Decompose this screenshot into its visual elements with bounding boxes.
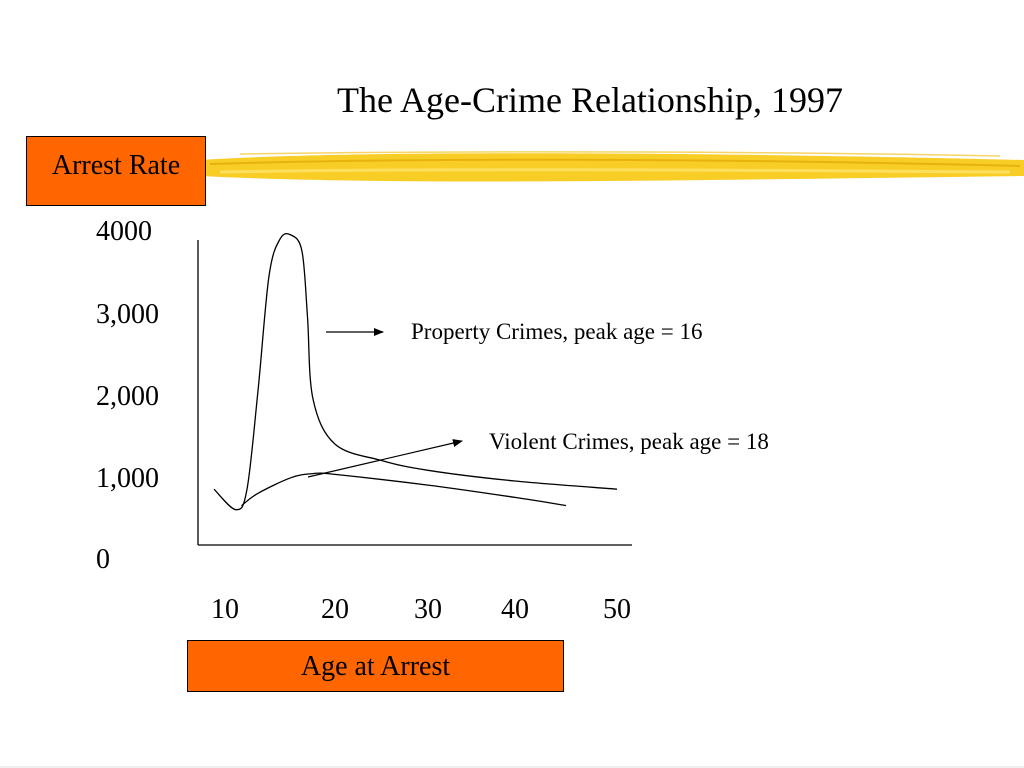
x-tick-label: 50 [603,594,631,625]
y-tick-labels: 0 1,000 2,000 3,000 4000 [96,216,159,575]
x-tick-label: 20 [321,594,349,625]
y-tick-label: 3,000 [96,299,159,330]
violent-crimes-line [241,472,567,507]
x-tick-labels: 10 20 30 40 50 [211,594,631,625]
y-tick-label: 1,000 [96,463,159,494]
annotation-label: Property Crimes, peak age = 16 [411,319,702,344]
annotation-arrow [307,439,463,478]
y-tick-label: 0 [96,544,110,575]
annotations: Property Crimes, peak age = 16 Violent Cr… [307,319,769,478]
chart-axes [197,240,632,546]
slide-title: The Age-Crime Relationship, 1997 [337,80,843,120]
x-tick-label: 10 [211,594,239,625]
series-lines [213,232,618,511]
x-axis-label: Age at Arrest [187,640,564,692]
y-tick-label: 2,000 [96,381,159,412]
property-crimes-line [213,232,618,511]
yellow-highlight-stroke [200,151,1024,182]
x-tick-label: 30 [414,594,442,625]
x-tick-label: 40 [501,594,529,625]
y-axis-label: Arrest Rate [26,136,206,206]
bottom-rule [0,766,1024,768]
annotation-label: Violent Crimes, peak age = 18 [489,429,769,454]
y-tick-label: 4000 [96,216,152,247]
